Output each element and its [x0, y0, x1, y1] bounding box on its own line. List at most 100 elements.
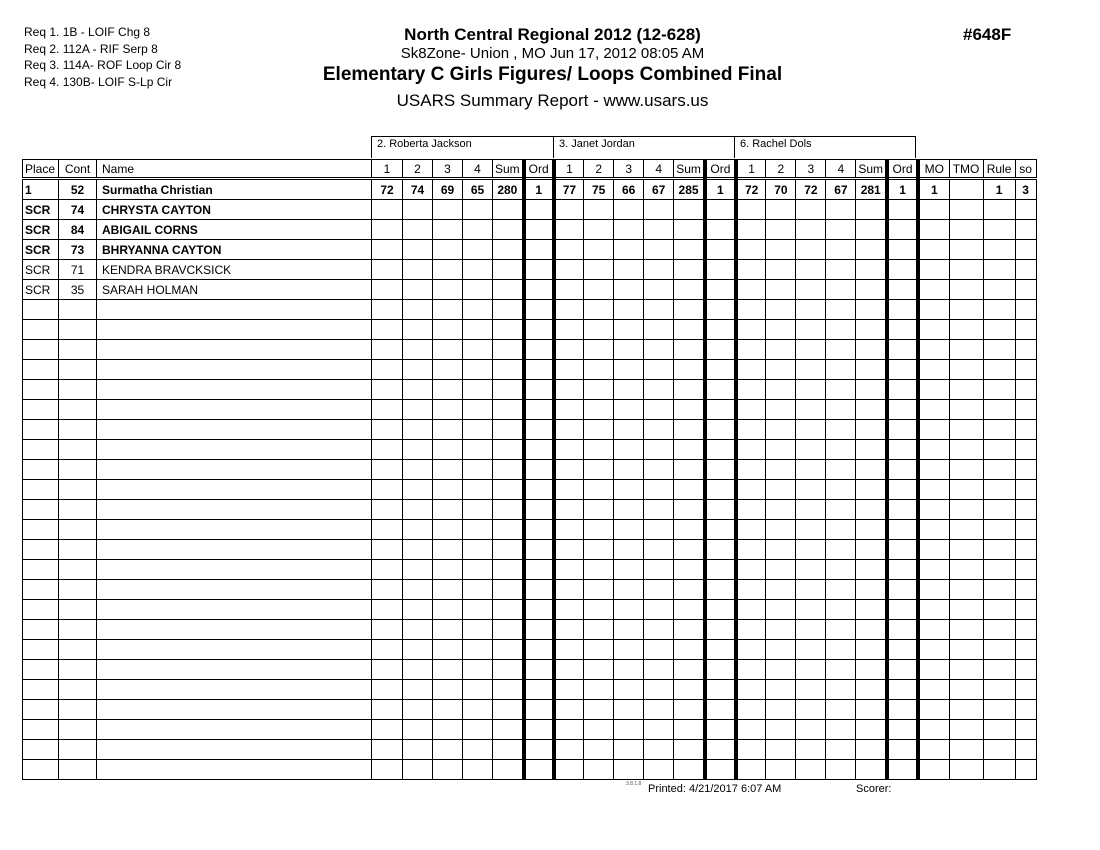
table-cell — [22, 379, 59, 400]
table-cell — [948, 319, 984, 340]
table-cell — [402, 319, 433, 340]
table-cell — [613, 739, 645, 760]
table-cell — [825, 719, 857, 740]
table-cell — [613, 259, 645, 280]
table-cell — [795, 639, 827, 660]
table-cell — [553, 339, 585, 360]
table-cell — [402, 499, 433, 520]
table-cell — [462, 299, 493, 320]
table-cell — [825, 519, 857, 540]
table-cell: 1 — [702, 178, 738, 200]
table-cell — [521, 519, 556, 540]
table-cell — [735, 599, 767, 620]
table-cell — [96, 499, 372, 520]
table-cell — [583, 199, 615, 220]
table-cell — [982, 599, 1016, 620]
table-cell: 35 — [58, 279, 97, 300]
table-cell — [613, 679, 645, 700]
table-cell — [917, 439, 950, 460]
table-cell — [855, 679, 888, 700]
table-cell — [22, 599, 59, 620]
table-cell — [22, 739, 59, 760]
column-header: Ord — [521, 159, 556, 180]
table-cell — [58, 659, 97, 680]
table-cell — [432, 559, 463, 580]
table-cell: 67 — [825, 178, 857, 200]
table-cell — [702, 479, 738, 500]
table-cell — [982, 559, 1016, 580]
table-cell — [553, 259, 585, 280]
table-cell — [371, 659, 403, 680]
table-cell — [825, 459, 857, 480]
table-cell — [795, 499, 827, 520]
table-cell — [643, 679, 675, 700]
table-cell — [948, 479, 984, 500]
table-cell — [371, 359, 403, 380]
table-cell: 67 — [643, 178, 675, 200]
table-cell — [58, 759, 97, 780]
table-cell — [917, 619, 950, 640]
table-cell — [583, 299, 615, 320]
table-cell — [982, 579, 1016, 600]
table-cell — [885, 439, 921, 460]
table-cell — [371, 259, 403, 280]
table-cell — [885, 739, 921, 760]
table-cell — [982, 739, 1016, 760]
table-cell — [402, 299, 433, 320]
table-cell: 65 — [462, 178, 493, 200]
table-cell — [402, 239, 433, 260]
table-cell — [885, 639, 921, 660]
table-cell — [917, 499, 950, 520]
table-cell — [795, 679, 827, 700]
table-cell — [583, 379, 615, 400]
table-cell — [462, 659, 493, 680]
table-cell — [735, 539, 767, 560]
table-cell — [22, 399, 59, 420]
table-cell — [521, 439, 556, 460]
table-cell: 280 — [491, 178, 525, 200]
table-cell — [521, 719, 556, 740]
table-cell — [765, 219, 797, 240]
table-cell — [521, 259, 556, 280]
table-cell — [371, 579, 403, 600]
table-cell — [371, 539, 403, 560]
table-cell — [917, 599, 950, 620]
table-cell: 69 — [432, 178, 463, 200]
table-cell — [553, 599, 585, 620]
table-cell — [613, 399, 645, 420]
table-cell — [735, 659, 767, 680]
table-cell — [491, 359, 525, 380]
table-cell — [613, 299, 645, 320]
table-cell — [432, 239, 463, 260]
table-cell — [855, 279, 888, 300]
table-cell — [583, 739, 615, 760]
table-cell — [553, 439, 585, 460]
table-cell — [795, 599, 827, 620]
table-cell — [735, 479, 767, 500]
table-cell — [491, 459, 525, 480]
table-cell — [643, 259, 675, 280]
table-row — [22, 379, 1037, 400]
table-cell — [491, 759, 525, 780]
table-cell — [702, 319, 738, 340]
table-cell — [432, 419, 463, 440]
table-cell — [22, 699, 59, 720]
table-cell — [765, 539, 797, 560]
table-cell — [885, 479, 921, 500]
table-cell — [982, 499, 1016, 520]
table-row: 1 52 Surmatha Christian 72 74 69 65 280 1 77 75 66 6… — [22, 178, 1037, 200]
column-header: 4 — [643, 159, 675, 180]
table-row — [22, 639, 1037, 660]
table-cell — [825, 559, 857, 580]
table-cell — [917, 359, 950, 380]
table-cell — [885, 199, 921, 220]
table-cell — [702, 679, 738, 700]
table-cell — [855, 239, 888, 260]
table-cell — [402, 199, 433, 220]
table-cell — [432, 639, 463, 660]
table-cell — [491, 659, 525, 680]
table-cell — [553, 699, 585, 720]
table-cell — [855, 699, 888, 720]
table-cell — [462, 639, 493, 660]
table-cell — [432, 519, 463, 540]
